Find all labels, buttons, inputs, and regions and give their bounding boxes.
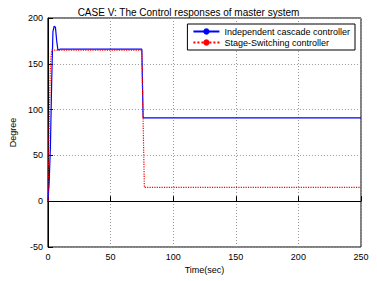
svg-text:250: 250 [353,252,368,262]
svg-text:Degree: Degree [8,118,18,148]
svg-text:Time(sec): Time(sec) [185,265,225,275]
svg-text:-50: -50 [30,242,43,252]
svg-text:200: 200 [28,13,43,23]
svg-text:0: 0 [45,252,50,262]
svg-text:200: 200 [291,252,306,262]
svg-text:CASE V: The Control responses: CASE V: The Control responses of master … [78,7,300,18]
svg-text:50: 50 [106,252,116,262]
svg-text:100: 100 [28,105,43,115]
svg-text:0: 0 [38,196,43,206]
svg-text:Stage-Switching controller: Stage-Switching controller [224,38,329,48]
svg-text:150: 150 [228,252,243,262]
svg-text:150: 150 [28,59,43,69]
svg-text:100: 100 [166,252,181,262]
svg-text:Independent cascade controller: Independent cascade controller [224,27,350,37]
svg-text:50: 50 [33,150,43,160]
